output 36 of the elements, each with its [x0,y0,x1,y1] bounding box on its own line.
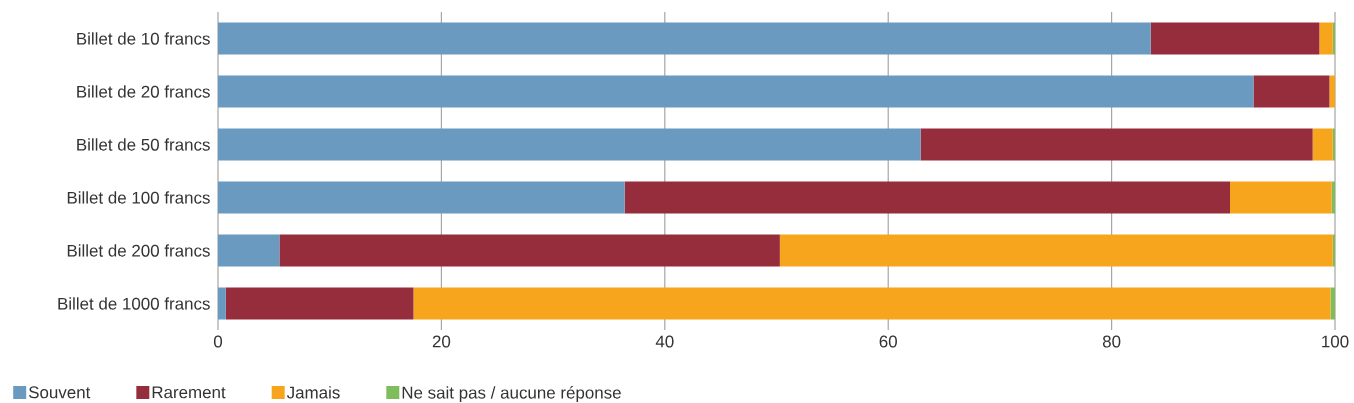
bar [1312,128,1333,161]
x-tick-label: 20 [432,335,451,348]
legend-label: Souvent [28,386,91,399]
bar [1150,22,1320,55]
y-tick-label: Billet de 100 francs [67,191,210,204]
y-tick-label: Billet de 20 francs [77,85,210,98]
bar [624,181,1231,214]
y-tick-label: Billet de 200 francs [67,244,210,257]
bar [920,128,1313,161]
x-tick-label: 80 [1102,335,1121,348]
legend-label: Jamais [286,386,340,399]
bar [218,75,1254,108]
bar [1319,22,1333,55]
bar [1331,181,1336,214]
bar [1253,75,1330,108]
y-tick-label: Billet de 1000 francs [58,297,210,310]
bar [279,234,780,267]
legend-label: Rarement [152,386,226,399]
bar [218,234,280,267]
bar [1330,287,1336,320]
x-tick-label: 60 [879,335,897,348]
bar [1329,75,1336,108]
x-tick-label: 0 [213,335,223,348]
x-tick-label: 40 [655,335,674,348]
bar [218,181,625,214]
bar [218,287,226,320]
bar [413,287,1331,320]
legend-label: Ne sait pas / aucune réponse [402,386,621,403]
y-tick-label: Billet de 50 francs [77,138,210,151]
bar [779,234,1333,267]
bar [1230,181,1332,214]
y-tick-label: Billet de 10 francs [77,32,210,45]
bar [225,287,414,320]
x-tick-label: 100 [1322,335,1349,348]
bar [218,128,921,161]
bar [218,22,1151,55]
